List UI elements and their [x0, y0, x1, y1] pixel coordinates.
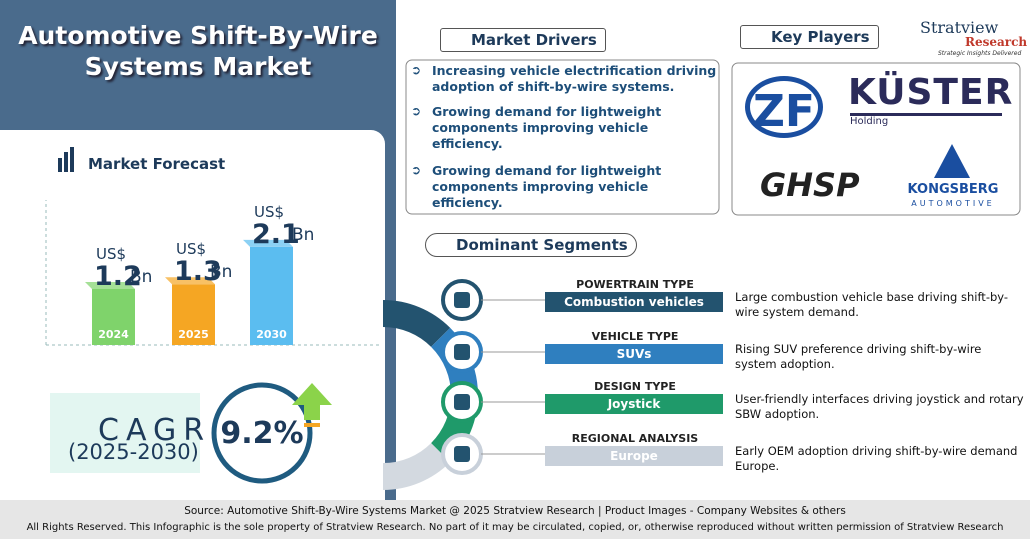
bar — [172, 284, 215, 345]
segments-title: Dominant Segments — [425, 233, 637, 257]
logo-zf: ZF — [745, 76, 823, 138]
segment-name: Joystick — [545, 394, 723, 414]
segment-desc: Rising SUV preference driving shift-by-w… — [735, 342, 982, 371]
forecast-icon — [58, 147, 74, 172]
logo-kongsberg: KONGSBERG — [907, 182, 999, 197]
bar-unit: Bn — [210, 262, 233, 283]
bar-currency: US$ — [96, 244, 127, 263]
footer-rights: All Rights Reserved. This Infographic is… — [26, 522, 1004, 533]
brand-name: Stratview — [920, 18, 999, 37]
donut-segment — [383, 300, 451, 347]
bar-currency: US$ — [176, 240, 207, 259]
driver-item: Growing demand for lightweight component… — [432, 163, 662, 210]
segment-type: DESIGN TYPE — [594, 380, 676, 393]
segment-name: Europe — [545, 446, 723, 466]
footer-source: Source: Automotive Shift-By-Wire Systems… — [184, 505, 846, 517]
bar-value: 2.1 — [252, 218, 300, 250]
donut-segment — [383, 443, 451, 490]
bar-unit: Bn — [130, 266, 153, 287]
kongsberg-icon — [934, 144, 970, 178]
segment-name: Combustion vehicles — [545, 292, 723, 312]
bar-value: 1.2 — [94, 260, 142, 292]
driver-bullet: ➲ — [411, 63, 422, 77]
logo-ghsp: GHSP — [760, 166, 860, 204]
bar-year: 2024 — [98, 328, 129, 341]
bar-currency: US$ — [254, 202, 285, 221]
logo-kongsberg-sub: AUTOMOTIVE — [911, 199, 995, 208]
segment-icon-glyph — [454, 292, 470, 308]
segment-type: POWERTRAIN TYPE — [576, 278, 694, 291]
driver-bullet: ➲ — [411, 104, 422, 118]
bar-value: 1.3 — [174, 256, 222, 288]
segment-icon-glyph — [454, 344, 470, 360]
cagr-value: 9.2% — [220, 416, 304, 451]
cagr-box — [50, 393, 200, 473]
logo-kuster-sub: Holding — [850, 113, 1002, 127]
brand-tagline: Strategic Insights Delivered — [938, 50, 1022, 57]
segment-name: SUVs — [545, 344, 723, 364]
segment-desc: Early OEM adoption driving shift-by-wire… — [735, 444, 1018, 473]
segment-desc: User-friendly interfaces driving joystic… — [735, 392, 1024, 421]
segment-icon-glyph — [454, 446, 470, 462]
bar-year: 2030 — [256, 328, 287, 341]
driver-item: Growing demand for lightweight component… — [432, 104, 662, 151]
bar — [92, 288, 135, 345]
segment-icon-glyph — [454, 394, 470, 410]
drivers-box — [405, 59, 720, 215]
bar-top — [165, 277, 215, 285]
driver-item: Increasing vehicle electrification drivi… — [432, 63, 717, 94]
segment-desc: Large combustion vehicle base driving sh… — [735, 290, 1009, 319]
arrow-icon — [304, 423, 320, 427]
cagr-ring — [211, 382, 313, 484]
footer-band — [0, 500, 1030, 539]
bar-top — [85, 281, 135, 289]
players-title: Key Players — [740, 25, 879, 49]
title: Automotive Shift-By-Wire Systems Market — [18, 21, 378, 81]
drivers-title: Market Drivers — [440, 28, 606, 52]
driver-bullet: ➲ — [411, 163, 422, 177]
bar-year: 2025 — [178, 328, 209, 341]
segment-type: VEHICLE TYPE — [591, 330, 679, 343]
arrow-icon — [292, 383, 332, 420]
forecast-title: Market Forecast — [88, 155, 226, 173]
brand-sub: Research — [965, 35, 1028, 49]
bar-unit: Bn — [292, 224, 315, 245]
segment-type: REGIONAL ANALYSIS — [571, 432, 699, 445]
players-box — [731, 62, 1021, 216]
logo-kuster: KÜSTER — [848, 72, 1014, 113]
bar — [250, 246, 293, 345]
cagr-label: CAGR — [98, 413, 212, 448]
bar-top — [243, 239, 293, 247]
cagr-period: (2025-2030) — [68, 440, 199, 464]
